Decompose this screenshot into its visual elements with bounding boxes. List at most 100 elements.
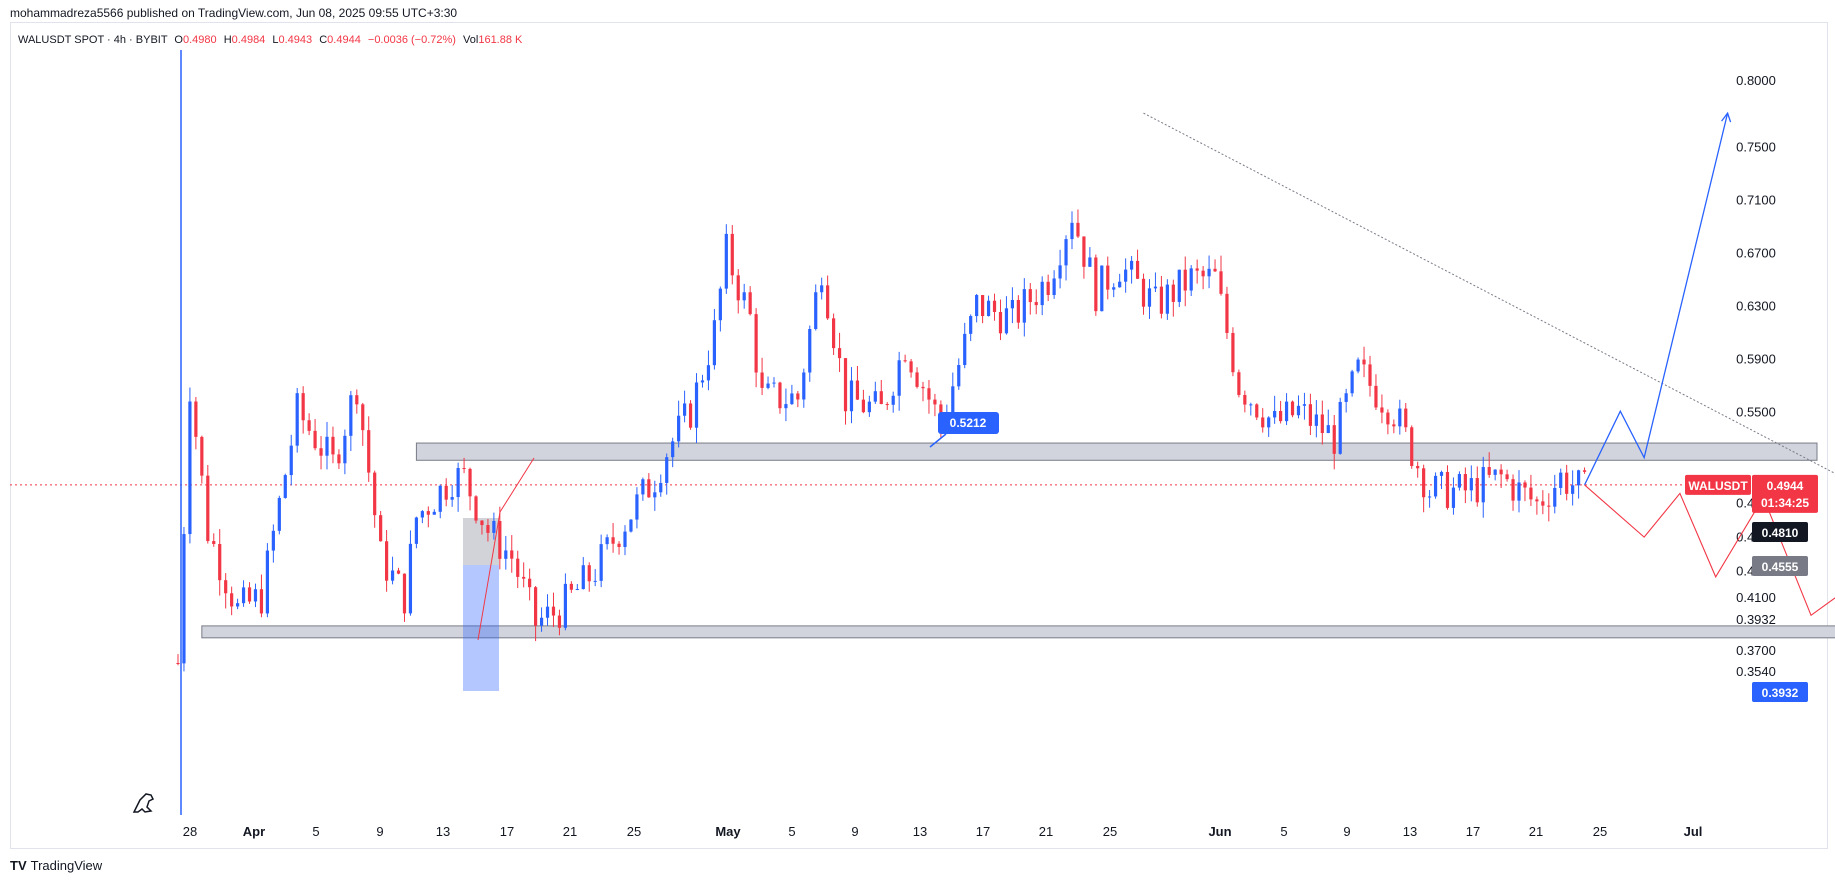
candle-body — [1034, 302, 1038, 306]
candle-body — [1267, 417, 1271, 428]
footer-brand: TradingView — [30, 858, 103, 873]
x-tick-label: 17 — [500, 824, 514, 839]
candle-body — [325, 436, 329, 456]
x-tick-label: 5 — [312, 824, 319, 839]
candle-body — [855, 380, 860, 400]
candle-body — [760, 372, 764, 388]
candle-body — [1064, 239, 1068, 266]
candle-body — [1314, 414, 1318, 426]
candle-body — [1493, 469, 1497, 475]
candle-body — [1499, 469, 1503, 475]
x-tick-label: 25 — [1103, 824, 1117, 839]
current-price-tag-value: 0.4944 — [1767, 479, 1804, 493]
candle-body — [450, 497, 454, 500]
x-tick-label: 13 — [1403, 824, 1417, 839]
candle-body — [736, 275, 740, 301]
legend-close-label: C — [319, 34, 328, 46]
candle-body — [986, 300, 991, 317]
candle-body — [885, 404, 889, 406]
candle-body — [1010, 299, 1014, 309]
candle-body — [1165, 284, 1169, 314]
candle-body — [1183, 269, 1187, 291]
candle-body — [1439, 471, 1444, 476]
candle-body — [647, 479, 651, 498]
candle-body — [283, 475, 287, 498]
candle-body — [468, 468, 472, 497]
candle-body — [307, 420, 311, 431]
candle-body — [694, 382, 699, 428]
candle-body — [1392, 424, 1396, 427]
candle-body — [1070, 222, 1074, 240]
candle-body — [903, 360, 907, 362]
publisher-line: mohammadreza5566 published on TradingVie… — [10, 6, 458, 20]
price-tag-4810-value: 0.4810 — [1762, 526, 1799, 540]
x-tick-label: 17 — [976, 824, 990, 839]
candle-body — [677, 415, 681, 442]
candle-body — [700, 380, 705, 383]
candle-body — [832, 318, 836, 349]
candle-body — [1255, 404, 1259, 418]
candle-body — [1374, 385, 1378, 408]
candle-body — [241, 587, 246, 604]
candle-body — [712, 320, 716, 366]
candle-body — [718, 288, 722, 321]
candle-body — [611, 537, 615, 544]
annotation-pointer — [929, 433, 947, 448]
candle-body — [1529, 487, 1533, 500]
candle-body — [730, 233, 734, 276]
countdown-label: 01:34:25 — [1761, 496, 1809, 510]
candle-body — [343, 435, 347, 464]
candle-body — [295, 393, 299, 446]
candle-body — [1284, 401, 1289, 422]
candle-body — [1052, 278, 1056, 295]
candle-body — [1523, 482, 1527, 488]
candle-body — [349, 395, 353, 436]
candle-body — [1022, 289, 1026, 323]
candle-body — [1201, 270, 1205, 277]
candle-body — [981, 295, 985, 317]
candle-body — [355, 395, 359, 405]
legend-high: 0.4984 — [231, 34, 266, 46]
legend-symbol[interactable]: WALUSDT SPOT · 4h · BYBIT — [18, 34, 168, 46]
candle-body — [617, 543, 621, 547]
candle-body — [742, 292, 746, 301]
candle-body — [826, 285, 830, 319]
candle-body — [706, 365, 711, 381]
x-tick-label: 5 — [788, 824, 795, 839]
x-tick-label: Apr — [243, 824, 265, 839]
candle-body — [516, 558, 520, 577]
candle-body — [301, 393, 305, 421]
x-tick-label: Jul — [1684, 824, 1703, 839]
candle-body — [277, 497, 281, 531]
candle-body — [933, 399, 937, 405]
legend-vol-label: Vol — [463, 34, 479, 46]
y-tick-label: 0.3700 — [1736, 643, 1776, 658]
candle-body — [1028, 289, 1032, 303]
candle-body — [1076, 222, 1080, 237]
candle-body — [432, 511, 436, 515]
candle-body — [224, 580, 228, 594]
candle-body — [653, 492, 657, 498]
y-tick-label: 0.5900 — [1736, 351, 1776, 366]
range-box-blue — [463, 565, 499, 691]
candle-body — [1237, 372, 1241, 395]
y-tick-label: 0.7500 — [1736, 139, 1776, 154]
candle-body — [1135, 260, 1140, 279]
candle-body — [1046, 281, 1050, 295]
candle-body — [551, 606, 556, 616]
candle-body — [641, 479, 645, 495]
candle-body — [444, 485, 448, 500]
x-tick-label: 21 — [1039, 824, 1053, 839]
candle-body — [909, 361, 913, 373]
candle-body — [194, 401, 198, 437]
candle-body — [563, 583, 567, 628]
candle-body — [1296, 405, 1301, 416]
candle-body — [1362, 359, 1366, 365]
bullish-arrowhead — [1721, 111, 1732, 123]
candle-body — [1195, 268, 1199, 271]
candle-body — [1141, 278, 1146, 307]
symbol-tag-bg — [1685, 474, 1751, 495]
y-tick-label: 0.6300 — [1736, 298, 1776, 313]
candle-body — [1457, 474, 1461, 488]
